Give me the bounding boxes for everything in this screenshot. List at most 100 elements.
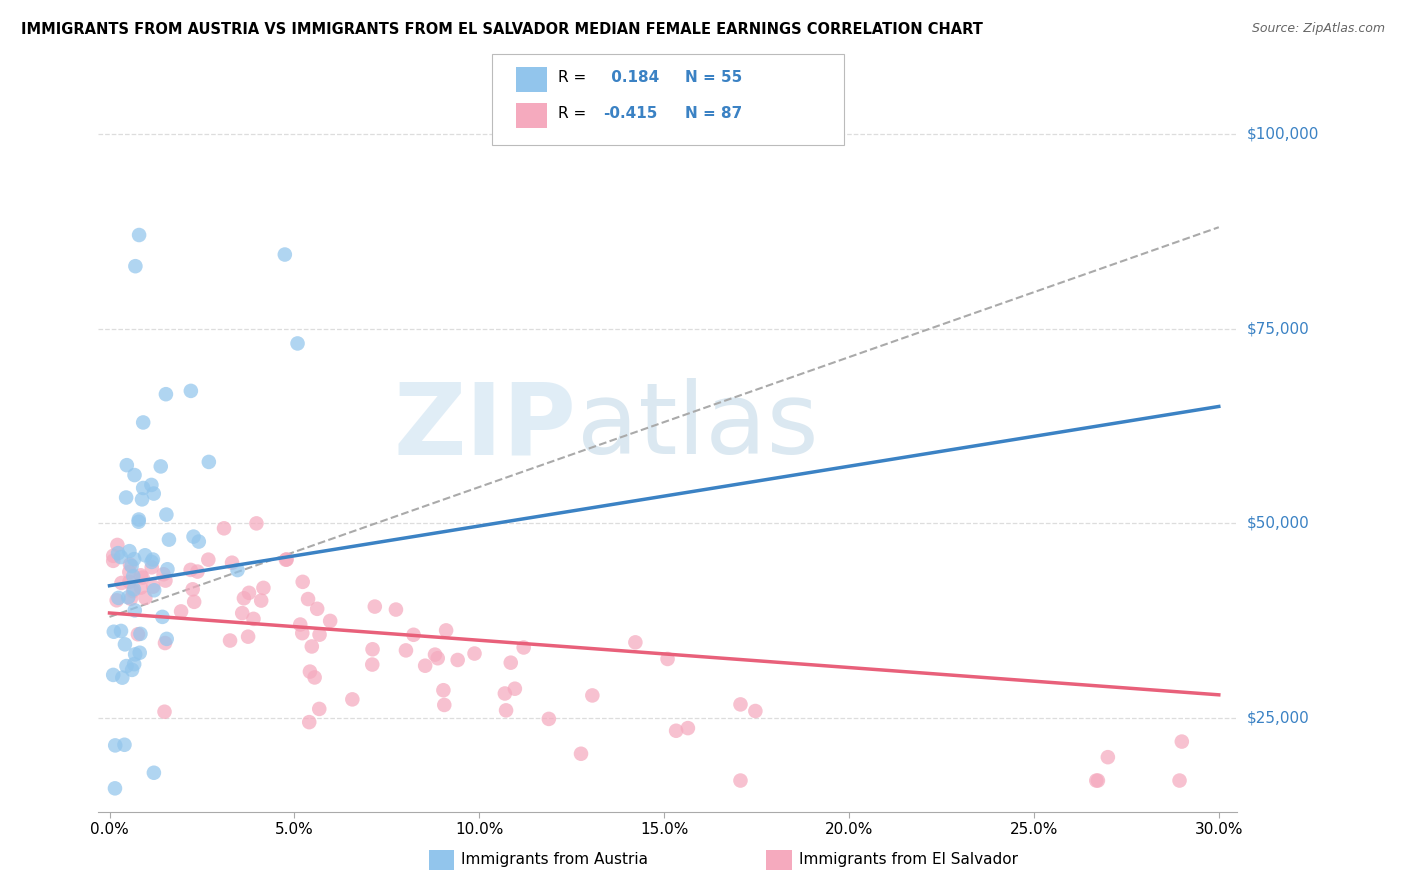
Point (107, 591, 129, 605)
Point (155, 387, 177, 401)
Point (395, 643, 418, 657)
Point (128, 646, 150, 660)
Point (744, 704, 766, 718)
Point (142, 580, 165, 594)
Text: R =: R = (558, 106, 586, 120)
Text: N = 87: N = 87 (685, 106, 742, 120)
Text: $100,000: $100,000 (1247, 126, 1319, 141)
Point (134, 549, 156, 563)
Point (104, 781, 127, 796)
Point (1171, 734, 1194, 748)
Point (128, 512, 150, 526)
Point (231, 606, 253, 620)
Point (103, 554, 125, 568)
Point (121, 559, 143, 574)
Point (307, 602, 329, 616)
Point (512, 640, 534, 655)
Point (503, 681, 526, 696)
Point (131, 492, 153, 507)
Point (142, 765, 165, 780)
Point (236, 630, 259, 644)
Point (569, 747, 592, 761)
Point (122, 569, 145, 583)
Point (291, 574, 314, 589)
Point (402, 628, 425, 642)
Text: atlas: atlas (576, 378, 818, 475)
Point (121, 663, 143, 677)
Point (183, 595, 205, 609)
Point (142, 486, 165, 500)
Point (115, 458, 138, 472)
Point (110, 550, 132, 565)
Point (226, 563, 249, 577)
Text: Source: ZipAtlas.com: Source: ZipAtlas.com (1251, 22, 1385, 36)
Point (104, 739, 127, 753)
Point (1085, 773, 1108, 788)
Point (245, 516, 267, 531)
Point (142, 552, 165, 566)
Text: 0.184: 0.184 (606, 70, 659, 85)
Point (494, 686, 516, 700)
Point (124, 648, 146, 662)
Point (117, 591, 139, 605)
Point (581, 689, 603, 703)
Point (127, 627, 149, 641)
Point (665, 723, 688, 738)
Point (730, 773, 752, 788)
Point (495, 703, 517, 717)
Text: Immigrants from Austria: Immigrants from Austria (461, 853, 648, 867)
Point (155, 574, 177, 588)
Point (110, 624, 132, 638)
Point (118, 558, 141, 572)
Point (114, 738, 136, 752)
Point (499, 656, 522, 670)
Point (426, 651, 449, 665)
Text: IMMIGRANTS FROM AUSTRIA VS IMMIGRANTS FROM EL SALVADOR MEDIAN FEMALE EARNINGS CO: IMMIGRANTS FROM AUSTRIA VS IMMIGRANTS FR… (21, 22, 983, 37)
Point (297, 592, 319, 607)
Point (186, 565, 208, 579)
Point (157, 533, 180, 547)
Point (122, 584, 145, 599)
Point (170, 604, 193, 618)
Point (287, 336, 309, 351)
Point (129, 627, 152, 641)
Point (153, 705, 176, 719)
Point (115, 491, 138, 505)
Point (180, 563, 202, 577)
Point (274, 552, 297, 566)
Text: ZIP: ZIP (394, 378, 576, 475)
Point (141, 555, 163, 569)
Point (118, 544, 141, 558)
Text: $50,000: $50,000 (1247, 516, 1310, 531)
Point (120, 591, 142, 606)
Text: R =: R = (558, 70, 586, 85)
Point (198, 455, 221, 469)
Point (1087, 773, 1109, 788)
Point (342, 692, 364, 706)
Text: $75,000: $75,000 (1247, 321, 1310, 336)
Point (197, 552, 219, 566)
Point (103, 668, 125, 682)
Point (105, 593, 128, 607)
Text: -0.415: -0.415 (603, 106, 658, 120)
Point (122, 657, 145, 672)
Point (118, 565, 141, 579)
Point (301, 640, 323, 654)
Point (131, 571, 153, 585)
Point (143, 583, 166, 598)
Point (187, 534, 209, 549)
Point (105, 538, 128, 552)
Text: $25,000: $25,000 (1247, 711, 1310, 726)
Point (124, 259, 146, 273)
Point (129, 581, 152, 595)
Point (304, 670, 326, 684)
Point (274, 247, 297, 261)
Point (122, 552, 145, 566)
Point (730, 698, 752, 712)
Point (252, 581, 274, 595)
Point (308, 628, 330, 642)
Point (118, 574, 141, 589)
Point (114, 637, 136, 651)
Point (134, 591, 156, 605)
Point (361, 642, 384, 657)
